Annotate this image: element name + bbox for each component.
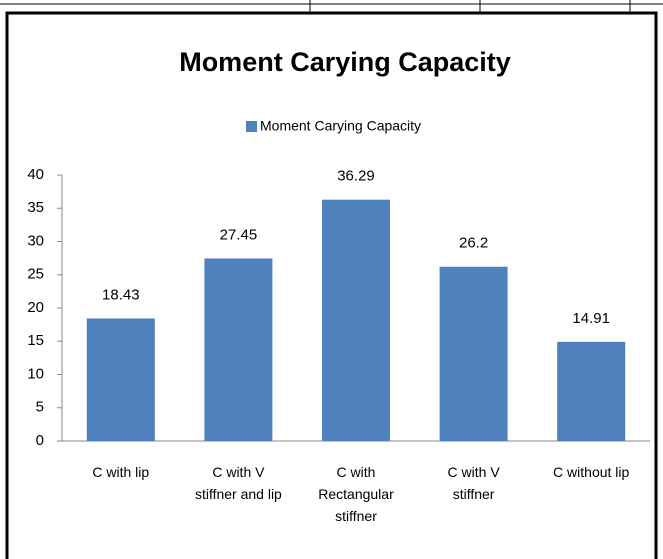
x-tick-label: C with Rectangular stiffner [318, 464, 394, 524]
legend-swatch [246, 121, 257, 132]
y-tick-label: 0 [36, 432, 44, 449]
data-label: 36.29 [337, 168, 375, 185]
chart-border [5, 11, 658, 559]
data-label: 18.43 [102, 286, 140, 303]
y-tick-label: 10 [27, 365, 44, 382]
x-tick-label: C with V stiffner and lip [194, 464, 282, 502]
bar [439, 266, 508, 441]
y-tick-label: 20 [27, 299, 44, 316]
y-tick-label: 35 [27, 199, 44, 216]
legend-label: Moment Carying Capacity [260, 118, 421, 134]
y-tick-label: 5 [36, 399, 44, 416]
bar [86, 318, 155, 441]
data-label: 27.45 [220, 226, 258, 243]
bar [204, 258, 273, 441]
y-tick-label: 30 [27, 232, 44, 249]
chart-title: Moment Carying Capacity [179, 47, 511, 77]
bar [322, 199, 390, 441]
data-label: 26.2 [459, 235, 488, 252]
data-label: 14.91 [572, 310, 610, 327]
x-tick-label: C with V stiffner [447, 464, 500, 502]
y-tick-label: 40 [27, 166, 44, 183]
x-tick-label: C without lip [553, 464, 630, 480]
y-tick-label: 15 [27, 332, 44, 349]
x-tick-label: C with lip [92, 464, 150, 480]
bar [557, 341, 626, 441]
y-tick-label: 25 [27, 266, 44, 283]
